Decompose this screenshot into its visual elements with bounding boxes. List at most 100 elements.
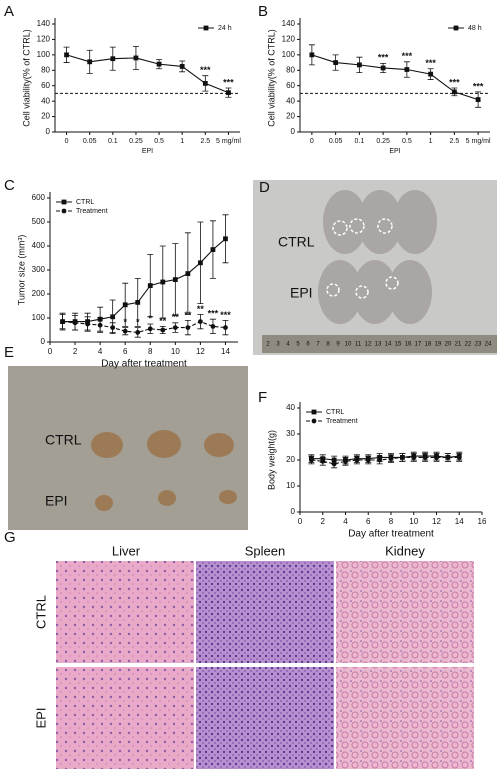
legend-label: CTRL [76,199,94,206]
data-point [333,60,339,65]
x-tick-label: 0 [48,347,53,356]
data-point [210,247,216,252]
data-point [354,457,360,463]
y-tick-label: 400 [32,241,46,250]
x-tick-label: 14 [221,347,230,356]
significance-label: * [123,317,127,327]
ruler-label: 20 [445,342,452,348]
data-point [411,455,417,460]
data-point [434,455,439,460]
x-tick-label: 2 [73,347,78,356]
x-tick-label: 12 [196,347,205,356]
x-tick-label: 12 [432,517,441,526]
legend-marker [61,199,67,205]
x-tick-label: 10 [171,347,180,356]
legend-marker [453,25,459,31]
ruler-label: 6 [306,342,310,348]
data-point [223,236,228,242]
photo-label: EPI [45,493,68,509]
chart-panel: F 0 10 20 30 40 0 2 4 6 8 10 12 14 16 Day after treatme… [258,389,487,540]
photo-label: CTRL [45,432,82,448]
x-tick-label: 0.05 [83,138,97,145]
y-tick-label: 300 [32,265,46,274]
data-point [428,71,434,77]
significance-label: *** [425,58,436,68]
y-tick-label: 200 [32,289,46,298]
data-point [147,283,153,288]
photo-d: 2 3 4 5 6 7 8 9 10 11 12 13 14 15 16 17 18 19 20 21 22 23 24 C… [253,179,497,355]
data-point [179,64,185,69]
ruler-label: 8 [326,342,330,348]
photo-label: EPI [290,285,313,301]
y-tick-label: 40 [286,96,295,105]
significance-label: ** [159,316,167,326]
x-axis-label: Day after treatment [101,359,187,370]
column-header: Liver [112,543,141,558]
data-point [226,90,231,96]
legend-marker [61,208,67,214]
significance-label: *** [473,81,484,91]
data-point [445,455,451,460]
chart-panel: A 0 20 40 60 80 100 120 140 0 0.05 0.1 0.25 0.5 1 2.5 5 … [4,3,241,155]
ruler-label: 22 [465,342,472,348]
mice [318,190,437,324]
data-point [356,62,362,68]
y-tick-label: 0 [291,507,296,516]
data-point [185,271,191,276]
panel-label: A [4,3,14,20]
ruler-label: 15 [395,342,402,348]
ruler-label: 10 [345,342,352,348]
x-tick-label: 16 [478,517,487,526]
ruler-label: 7 [316,342,320,348]
y-tick-label: 10 [286,481,295,490]
panel-label: E [4,344,14,361]
chart-panel: C 0 100 200 300 400 500 600 0 2 4 6 8 10 12 14 Day after… [4,177,238,370]
data-point [365,457,371,463]
y-tick-label: 0 [41,337,46,346]
data-point [451,89,457,95]
data-point [422,455,428,460]
x-tick-label: 0 [310,138,314,145]
micrograph [56,561,194,663]
significance-label: *** [402,51,413,61]
x-axis-label: EPI [142,148,153,155]
data-point [97,322,103,328]
ruler-label: 12 [365,342,372,348]
y-tick-label: 140 [282,19,296,28]
x-tick-label: 2 [321,517,326,526]
series-line [66,54,229,94]
ruler-label: 23 [475,342,482,348]
x-tick-label: 14 [455,517,464,526]
x-tick-label: 8 [389,517,394,526]
significance-label: *** [378,53,389,63]
data-point [185,325,191,330]
legend-marker [203,25,209,31]
data-point [160,279,166,285]
y-axis-label: Cell viability(% of CTRL) [21,29,31,127]
data-point [122,302,128,308]
x-tick-label: 0.25 [129,138,143,145]
x-tick-label: 4 [343,517,348,526]
legend-marker [311,409,317,415]
data-point [122,328,128,334]
ruler-label: 5 [296,342,300,348]
x-tick-label: 5 mg/ml [216,138,241,145]
x-tick-label: 1 [429,138,433,145]
data-point [110,314,116,320]
x-axis-label: Day after treatment [348,529,434,540]
data-point [331,461,337,467]
x-tick-label: 5 mg/ml [466,138,491,145]
y-tick-label: 80 [286,65,295,74]
data-point [343,458,348,464]
data-point [87,59,93,65]
data-point [320,458,326,464]
data-point [110,325,116,330]
x-tick-label: 0.1 [355,138,365,145]
tumors [91,430,237,511]
x-tick-label: 8 [148,347,153,356]
panel-label: C [4,177,15,194]
ruler-label: 13 [375,342,382,348]
micrograph [196,561,334,663]
y-tick-label: 120 [282,35,296,44]
x-tick-label: 0 [65,138,69,145]
